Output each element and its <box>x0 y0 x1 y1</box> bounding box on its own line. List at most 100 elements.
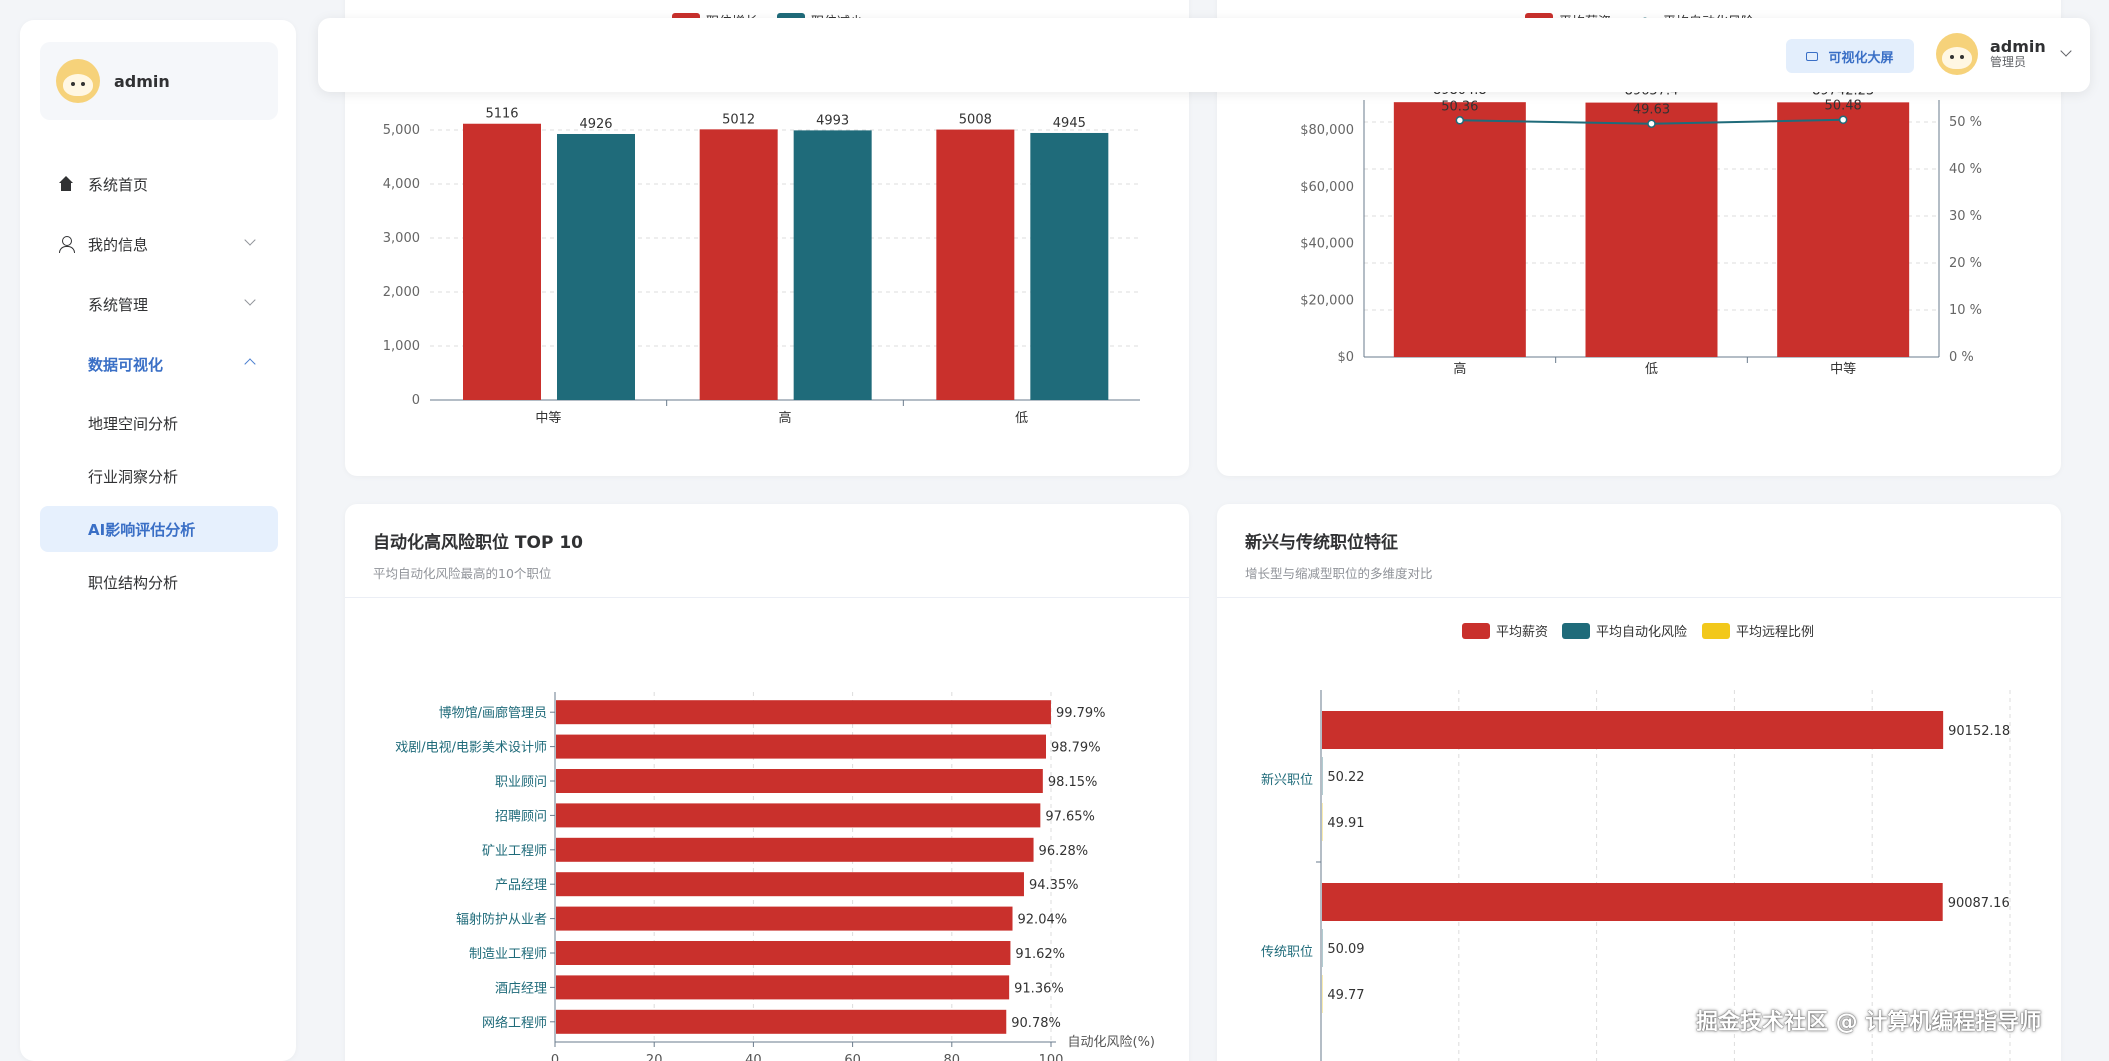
legend-label: 平均远程比例 <box>1736 625 1814 640</box>
x-tick-label: 40 <box>745 1053 762 1061</box>
legend-swatch <box>1562 623 1590 639</box>
y-tick-label: 辐射防护从业者 <box>456 912 547 928</box>
legend-swatch <box>1702 623 1730 639</box>
bar <box>1393 102 1526 357</box>
top-bar: 可视化大屏 admin 管理员 <box>318 18 2090 92</box>
chart-card-emerging-traditional: 新兴与传统职位特征 增长型与缩减型职位的多维度对比 平均薪资 平均自动化风险 平均远… <box>1217 504 2061 1061</box>
bar-value-label: 49.91 <box>1327 816 1364 831</box>
sidebar-subitem-industry[interactable]: 行业洞察分析 <box>88 467 179 486</box>
watermark: 掘金技术社区 @ 计算机编程指导师 <box>1696 1010 2042 1035</box>
salary-risk-chart: 平均薪资平均自动化风险$0$20,000$40,000$60,000$80,00… <box>1300 13 1982 377</box>
x-tick-label: 80 <box>944 1053 961 1061</box>
y-right-tick-label: 0 % <box>1949 350 1974 365</box>
line-value-label: 50.36 <box>1441 99 1478 114</box>
bar <box>556 700 1051 725</box>
y-tick-label: 1,000 <box>383 339 420 354</box>
line-value-label: 50.48 <box>1825 99 1862 114</box>
card-subtitle: 增长型与缩减型职位的多维度对比 <box>1245 566 1433 581</box>
x-tick-label: 中等 <box>1830 361 1856 377</box>
bar <box>1777 102 1910 358</box>
sidebar-item-my-info[interactable]: 我的信息 <box>40 220 278 268</box>
bar-value-label: 5012 <box>722 112 755 127</box>
big-screen-button[interactable]: 可视化大屏 <box>1786 39 1914 73</box>
bar <box>556 975 1010 1000</box>
bar-value-label: 94.35% <box>1029 878 1079 893</box>
line-point <box>1838 115 1848 124</box>
bar-value-label: 4945 <box>1053 116 1086 131</box>
line-value-label: 49.63 <box>1633 103 1670 118</box>
bar-value-label: 4993 <box>816 113 849 128</box>
y-tick-label: 5,000 <box>383 123 420 138</box>
y-tick-label: 传统职位 <box>1261 945 1313 960</box>
card-header: 自动化高风险职位 TOP 10 平均自动化风险最高的10个职位 <box>345 504 1189 598</box>
legend-label: 平均薪资 <box>1496 625 1548 640</box>
bar-value-label: 5008 <box>959 113 992 128</box>
home-icon <box>58 176 74 192</box>
x-axis-label: 自动化风险(%) <box>1068 1035 1156 1050</box>
y-left-tick-label: $0 <box>1337 350 1354 365</box>
sidebar-item-home[interactable]: 系统首页 <box>40 160 278 208</box>
chevron-down-icon <box>244 234 256 246</box>
x-tick-label: 100 <box>1039 1053 1064 1061</box>
bar-value-label: 90087.16 <box>1948 896 2010 911</box>
bar-value-label: 98.15% <box>1048 775 1098 790</box>
bar <box>556 872 1024 897</box>
bar-value-label: 99.79% <box>1056 706 1106 721</box>
sidebar-subitem-geo[interactable]: 地理空间分析 <box>88 414 179 433</box>
bar-value-label: 90152.18 <box>1948 724 2010 739</box>
y-right-tick-label: 50 % <box>1949 115 1982 130</box>
card-title: 新兴与传统职位特征 <box>1245 533 1398 553</box>
y-tick-label: 4,000 <box>383 177 420 192</box>
y-tick-label: 制造业工程师 <box>469 947 547 962</box>
x-tick-label: 中等 <box>535 410 561 426</box>
card-subtitle: 平均自动化风险最高的10个职位 <box>373 566 552 581</box>
bar <box>556 837 1034 862</box>
bar-value-label: 92.04% <box>1018 913 1068 928</box>
bar <box>556 941 1011 965</box>
bar-value-label: 90.78% <box>1011 1016 1061 1031</box>
sidebar-item-data-vis[interactable]: 数据可视化 <box>40 340 278 388</box>
bar <box>556 906 1013 931</box>
y-tick-label: 新兴职位 <box>1261 772 1313 788</box>
user-icon <box>58 236 75 253</box>
sidebar: admin 系统首页 我的信息 系统管理 数据可视化 地理空间分析 行业洞察分析… <box>20 20 296 1061</box>
grid-icon <box>58 296 74 312</box>
growth-bar-chart: 职位增长职位减少01,0002,0003,0004,0005,000511649… <box>383 13 1140 426</box>
bar <box>793 130 872 401</box>
y-tick-label: 产品经理 <box>495 878 547 893</box>
user-dropdown[interactable]: admin 管理员 <box>1936 33 2072 75</box>
bar-value-label: 96.28% <box>1039 844 1089 859</box>
y-right-tick-label: 40 % <box>1949 162 1982 177</box>
sidebar-item-label: 数据可视化 <box>88 355 164 374</box>
sidebar-item-system-mgmt[interactable]: 系统管理 <box>40 280 278 328</box>
sidebar-item-label: 系统首页 <box>88 175 149 194</box>
line-point <box>1647 119 1656 128</box>
x-tick-label: 低 <box>1015 411 1028 426</box>
bar-value-label: 4926 <box>579 117 612 132</box>
card-header: 新兴与传统职位特征 增长型与缩减型职位的多维度对比 <box>1217 504 2061 598</box>
bar <box>936 129 1015 400</box>
bar <box>556 803 1041 828</box>
user-role: 管理员 <box>1990 55 2027 70</box>
y-tick-label: 酒店经理 <box>495 981 547 996</box>
sidebar-profile[interactable]: admin <box>40 42 278 120</box>
y-left-tick-label: $60,000 <box>1300 180 1354 195</box>
x-tick-label: 20 <box>646 1053 663 1061</box>
bar-value-label: 91.36% <box>1014 981 1064 996</box>
sidebar-subitem-structure[interactable]: 职位结构分析 <box>88 573 179 592</box>
y-tick-label: 职业顾问 <box>495 775 547 790</box>
y-tick-label: 3,000 <box>383 231 420 246</box>
avatar <box>56 59 100 103</box>
bar <box>1322 711 1944 749</box>
y-tick-label: 矿业工程师 <box>482 844 547 859</box>
sidebar-subitem-ai-impact[interactable]: AI影响评估分析 <box>40 506 278 552</box>
card-title: 自动化高风险职位 TOP 10 <box>373 533 584 553</box>
big-screen-label: 可视化大屏 <box>1828 50 1894 66</box>
chevron-down-icon <box>2060 45 2072 57</box>
y-tick-label: 博物馆/画廊管理员 <box>439 705 547 721</box>
bar <box>556 734 1046 759</box>
bar <box>1322 883 1943 921</box>
bar <box>1030 132 1109 400</box>
profile-name: admin <box>114 71 170 91</box>
y-tick-label: 网络工程师 <box>482 1015 547 1031</box>
